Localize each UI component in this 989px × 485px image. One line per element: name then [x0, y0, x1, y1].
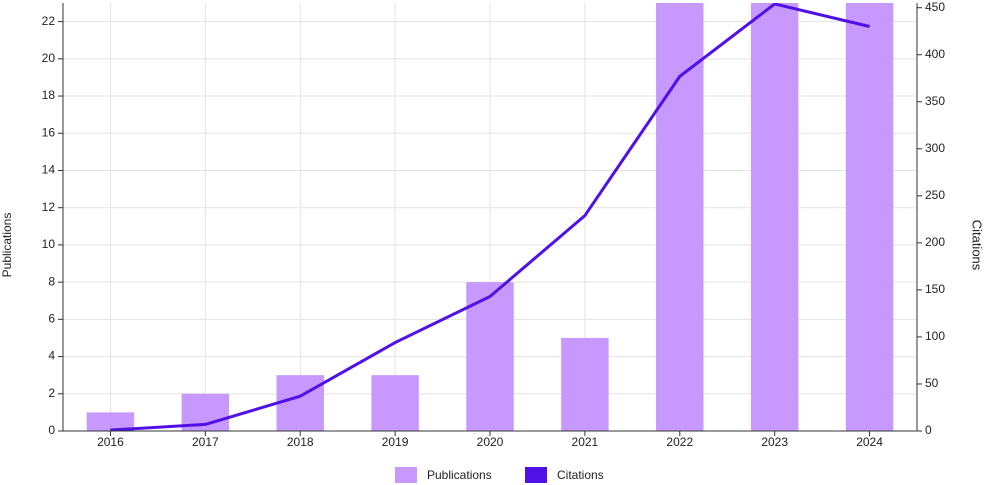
- y-tick-label: 6: [48, 312, 55, 326]
- y2-tick-label: 300: [925, 141, 945, 155]
- y-tick-label: 12: [42, 200, 56, 214]
- y-tick-label: 10: [42, 237, 56, 251]
- y2-tick-label: 400: [925, 47, 945, 61]
- y2-axis-label: Citations: [970, 220, 985, 271]
- x-tick-label: 2019: [382, 435, 409, 449]
- bar: [561, 337, 609, 431]
- x-tick-label: 2017: [192, 435, 219, 449]
- y-tick-label: 2: [48, 386, 55, 400]
- y-tick-label: 0: [48, 423, 55, 437]
- bar: [371, 375, 419, 431]
- x-tick-label: 2020: [477, 435, 504, 449]
- x-tick-label: 2022: [666, 435, 693, 449]
- y-tick-label: 14: [42, 163, 56, 177]
- y-tick-label: 16: [42, 125, 56, 139]
- y-tick-label: 8: [48, 274, 55, 288]
- x-tick-label: 2016: [97, 435, 124, 449]
- legend-swatch: [395, 467, 417, 483]
- y2-tick-label: 50: [925, 376, 939, 390]
- y-tick-label: 4: [48, 349, 55, 363]
- y2-tick-label: 350: [925, 94, 945, 108]
- y2-tick-label: 200: [925, 235, 945, 249]
- y2-tick-label: 0: [925, 423, 932, 437]
- bar: [466, 282, 514, 431]
- x-tick-label: 2023: [761, 435, 788, 449]
- plot-area: [86, 3, 894, 431]
- y-tick-label: 18: [42, 88, 56, 102]
- y-tick-label: 20: [42, 51, 56, 65]
- x-tick-label: 2024: [856, 435, 883, 449]
- legend-swatch: [525, 467, 547, 483]
- bar: [845, 3, 894, 431]
- y2-tick-label: 450: [925, 0, 945, 14]
- x-tick-label: 2018: [287, 435, 314, 449]
- bar: [750, 3, 799, 431]
- y2-tick-label: 250: [925, 188, 945, 202]
- x-tick-label: 2021: [572, 435, 599, 449]
- legend-label: Publications: [427, 468, 492, 482]
- y-axis-label: Publications: [0, 213, 14, 278]
- y2-tick-label: 150: [925, 282, 945, 296]
- bar: [656, 3, 704, 431]
- legend-label: Citations: [557, 468, 604, 482]
- bar: [276, 375, 324, 431]
- bar: [86, 412, 135, 431]
- line: [110, 3, 870, 431]
- y-tick-label: 22: [42, 14, 56, 28]
- y2-tick-label: 100: [925, 329, 945, 343]
